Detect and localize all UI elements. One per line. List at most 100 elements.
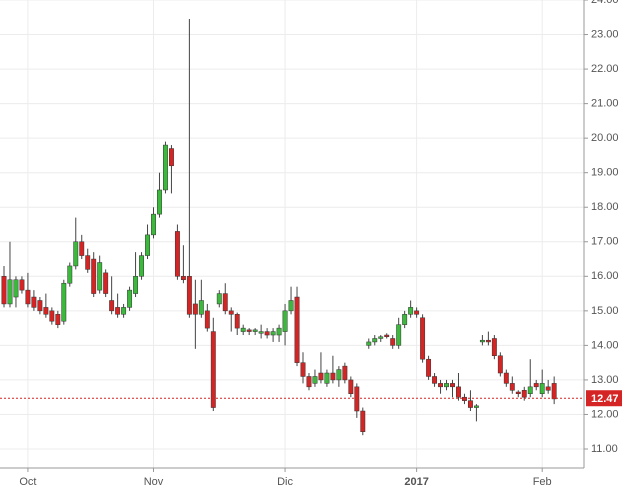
y-tick-label: 11.00 xyxy=(591,443,618,455)
candle-body xyxy=(414,310,420,315)
candle-body xyxy=(228,310,234,315)
candle-body xyxy=(485,339,491,343)
candle-body xyxy=(521,390,527,398)
candle-body xyxy=(462,396,467,401)
candle-body xyxy=(73,241,79,267)
candle-body xyxy=(121,307,127,315)
candle-body xyxy=(539,383,545,394)
candle-body xyxy=(216,293,222,305)
candle-body xyxy=(192,303,198,315)
y-tick-label: 17.00 xyxy=(591,236,619,248)
candle-body xyxy=(97,262,103,291)
candle-body xyxy=(336,369,342,381)
y-tick-label: 22.00 xyxy=(591,63,619,75)
candle-body xyxy=(312,376,318,384)
candle-body xyxy=(49,310,55,322)
candle-body xyxy=(198,300,204,315)
candle-body xyxy=(545,386,551,391)
candle-body xyxy=(372,338,378,343)
candle-body xyxy=(497,355,503,374)
candle-body xyxy=(37,300,43,312)
candle-body xyxy=(408,307,414,315)
candle-body xyxy=(103,272,109,294)
candle-body xyxy=(402,314,408,325)
candle-body xyxy=(85,255,91,270)
x-tick-label: Oct xyxy=(19,476,36,488)
candle-body xyxy=(354,386,360,412)
y-tick-label: 19.00 xyxy=(591,167,619,179)
candle-body xyxy=(270,331,276,336)
candle-body xyxy=(276,327,282,336)
y-tick-label: 16.00 xyxy=(591,270,619,282)
candle-body xyxy=(7,279,13,305)
y-tick-label: 18.00 xyxy=(591,201,619,213)
y-tick-label: 15.00 xyxy=(591,305,619,317)
candle-body xyxy=(163,144,168,191)
candle-body xyxy=(533,383,539,388)
candle-body xyxy=(282,310,288,332)
last-price-box xyxy=(586,390,622,407)
y-tick-label: 23.00 xyxy=(591,28,619,40)
candle-body xyxy=(222,293,228,312)
candle-body xyxy=(444,383,449,388)
candle-body xyxy=(288,300,294,312)
candle-body xyxy=(503,372,509,384)
candle-body xyxy=(300,362,306,377)
candle-body xyxy=(55,314,61,325)
candle-body xyxy=(467,400,473,408)
candle-body xyxy=(324,372,330,384)
candle-body xyxy=(384,334,390,338)
y-tick-label: 21.00 xyxy=(591,98,619,110)
candle-body xyxy=(342,365,348,381)
candle-body xyxy=(258,331,264,334)
x-tick-label: Dic xyxy=(277,476,293,488)
candle-body xyxy=(234,314,240,329)
candle-body xyxy=(360,410,366,432)
candle-body xyxy=(473,405,479,408)
candle-body xyxy=(91,258,97,294)
candle-body xyxy=(479,339,485,343)
candle-body xyxy=(366,341,372,346)
candle-body xyxy=(491,338,497,356)
candle-body xyxy=(43,307,49,315)
candle-body xyxy=(378,336,384,339)
candle-body xyxy=(456,386,461,398)
candle-body xyxy=(174,231,180,277)
x-tick-label: 2017 xyxy=(404,476,428,488)
y-tick-label: 12.00 xyxy=(591,408,619,420)
candle-body xyxy=(204,310,210,329)
candle-body xyxy=(450,383,455,388)
candle-body xyxy=(515,391,521,394)
candle-body xyxy=(348,379,354,394)
candle-body xyxy=(527,386,533,394)
candle-body xyxy=(31,296,37,308)
y-tick-label: 13.00 xyxy=(591,374,619,386)
candle-body xyxy=(330,372,336,381)
candle-body xyxy=(109,300,115,312)
candle-body xyxy=(157,189,162,215)
candle-body xyxy=(180,276,186,281)
candle-body xyxy=(210,331,216,408)
last-price-label: 12.47 xyxy=(591,393,619,405)
candle-body xyxy=(139,255,144,277)
candle-body xyxy=(551,383,557,400)
x-tick-label: Feb xyxy=(533,476,552,488)
candle-body xyxy=(426,358,432,377)
candle-body xyxy=(1,276,7,305)
candle-body xyxy=(240,327,246,332)
candle-body xyxy=(246,329,252,332)
candle-body xyxy=(151,213,156,236)
candle-body xyxy=(396,324,402,346)
candle-body xyxy=(133,276,139,294)
y-tick-label: 20.00 xyxy=(591,132,619,144)
candle-body xyxy=(168,148,174,167)
candle-body xyxy=(19,279,25,291)
candle-body xyxy=(509,383,515,391)
candle-body xyxy=(420,317,426,360)
candle-body xyxy=(79,241,85,256)
candle-body xyxy=(390,338,396,346)
candle-body xyxy=(306,376,312,388)
candle-body xyxy=(264,331,270,336)
